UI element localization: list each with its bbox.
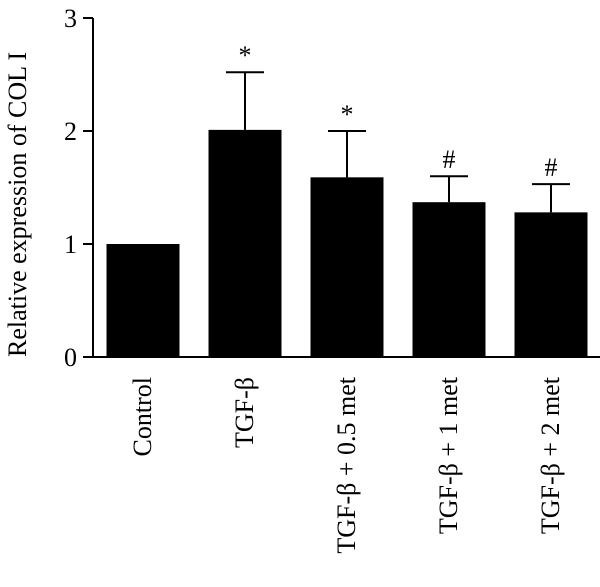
- category-label: TGF-β + 2 met: [536, 376, 565, 534]
- bar: [412, 202, 486, 357]
- category-label: TGF-β: [230, 377, 259, 448]
- category-labels: Control TGF-β TGF-β + 0.5 met TGF-β + 1 met…: [128, 376, 565, 553]
- y-tick-label: 0: [64, 343, 77, 372]
- error-bars: [226, 71, 570, 213]
- bar: [208, 129, 282, 357]
- y-axis-label: Relative expression of COL I: [3, 52, 32, 357]
- category-label: TGF-β + 0.5 met: [332, 376, 361, 553]
- bar: [106, 244, 180, 357]
- significance-marker: *: [341, 100, 354, 129]
- y-tick-label: 2: [64, 117, 77, 146]
- y-tick-label: 1: [64, 230, 77, 259]
- y-ticks: 0 1 2 3: [64, 4, 93, 372]
- significance-markers: * * # #: [239, 41, 558, 182]
- significance-marker: #: [443, 145, 456, 174]
- category-label: TGF-β + 1 met: [434, 376, 463, 534]
- significance-marker: #: [545, 153, 558, 182]
- y-tick-label: 3: [64, 4, 77, 33]
- bar: [310, 177, 384, 357]
- bars: [106, 129, 588, 357]
- significance-marker: *: [239, 41, 252, 70]
- category-label: Control: [128, 377, 157, 456]
- bar: [514, 212, 588, 357]
